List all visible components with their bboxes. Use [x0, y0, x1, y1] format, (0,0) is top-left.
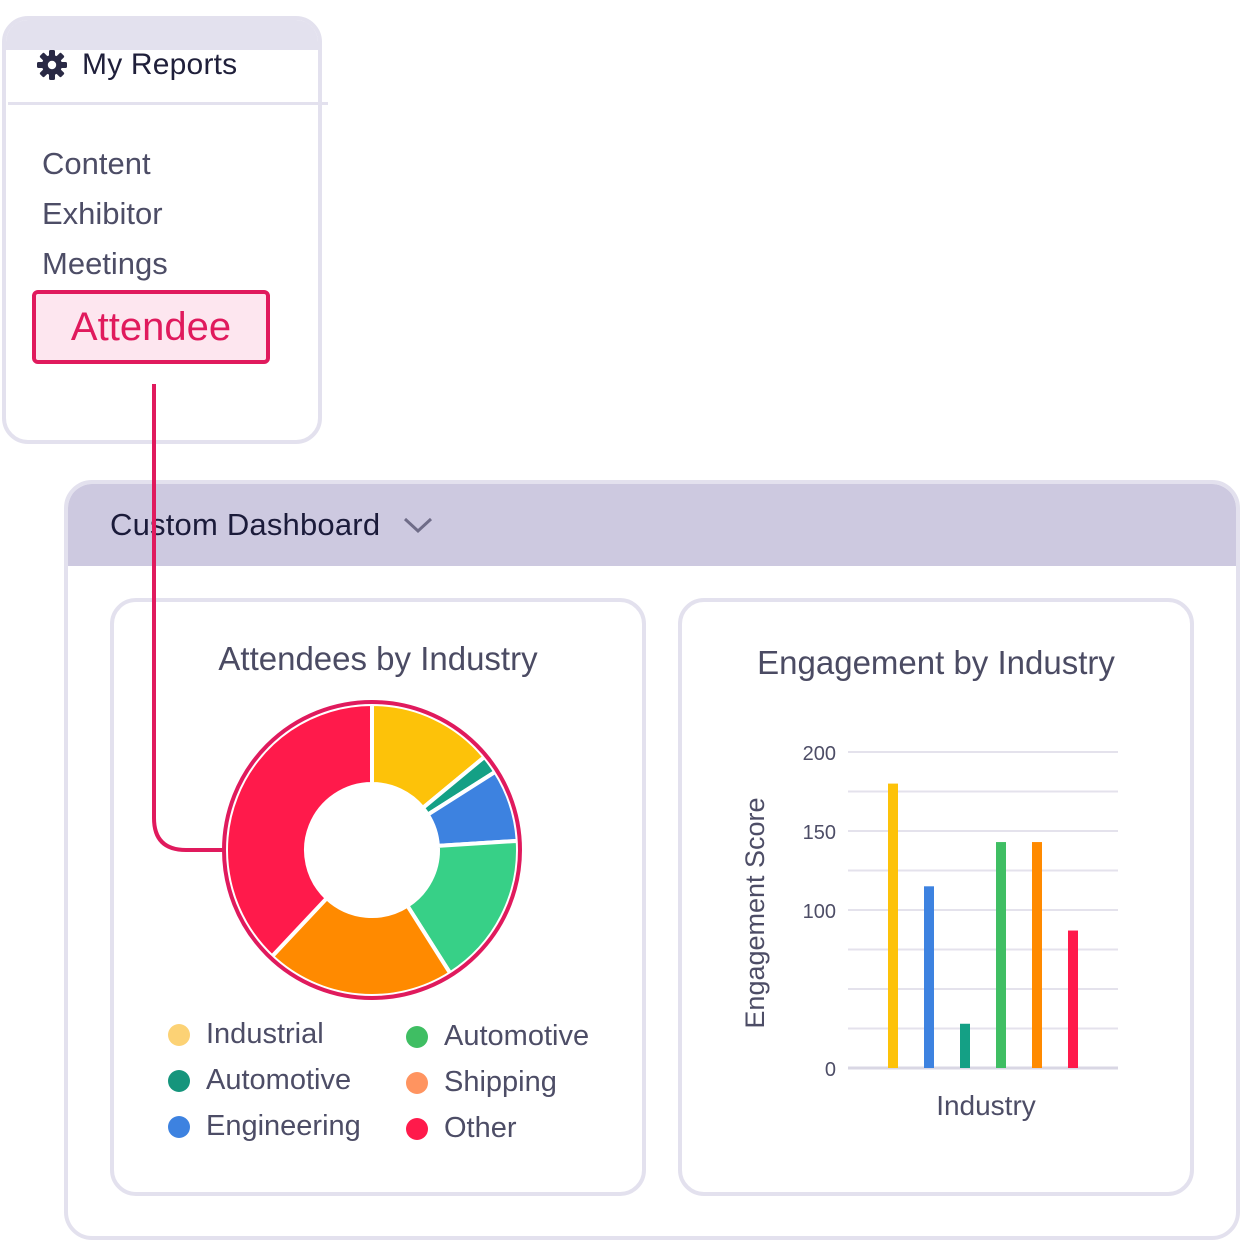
reports-panel: [2, 16, 322, 444]
legend-item: Industrial: [168, 1018, 324, 1051]
bar: [924, 886, 934, 1068]
legend-dot: [406, 1117, 428, 1140]
gear-icon[interactable]: [36, 49, 68, 81]
legend-dot: [406, 1071, 428, 1094]
chevron-down-icon[interactable]: [402, 515, 434, 535]
menu-item-exhibitor[interactable]: Exhibitor: [42, 196, 163, 231]
reports-panel-tab: [6, 20, 318, 50]
donut-chart-title: Attendees by Industry: [218, 640, 538, 677]
legend-label: Other: [444, 1112, 517, 1144]
legend-item: Automotive: [406, 1020, 589, 1053]
y-axis-label: Engagement Score: [740, 797, 770, 1028]
bar: [996, 842, 1006, 1068]
reports-divider: [8, 102, 328, 105]
legend-item: Other: [406, 1112, 517, 1145]
y-tick-label: 100: [803, 901, 836, 923]
engagement-card: Engagement by Industry: [678, 598, 1194, 1196]
menu-item-content[interactable]: Content: [42, 146, 151, 181]
y-tick-label: 200: [803, 743, 836, 765]
dashboard-header[interactable]: Custom Dashboard: [68, 484, 1236, 566]
legend-item: Automotive: [168, 1064, 351, 1097]
bar-chart-title: Engagement by Industry: [757, 644, 1115, 681]
legend-item: Shipping: [406, 1066, 557, 1099]
reports-header: My Reports: [36, 48, 237, 82]
legend-label: Automotive: [444, 1020, 590, 1052]
legend-label: Industrial: [206, 1018, 324, 1050]
legend-dot: [168, 1069, 190, 1092]
dashboard-title[interactable]: Custom Dashboard: [110, 507, 381, 542]
x-axis-label: Industry: [936, 1090, 1036, 1121]
bar: [1032, 842, 1042, 1068]
bar: [888, 783, 898, 1068]
legend-dot: [406, 1025, 428, 1048]
bar-chart: Engagement Score Industry 0 100 150 200: [740, 743, 1118, 1121]
legend-label: Shipping: [444, 1066, 557, 1098]
y-tick-label: 150: [803, 822, 836, 844]
legend-dot: [168, 1023, 190, 1046]
y-tick-label: 0: [825, 1059, 836, 1081]
legend-label: Engineering: [206, 1110, 361, 1142]
menu-item-attendee[interactable]: Attendee: [32, 290, 270, 364]
legend-item: Engineering: [168, 1110, 361, 1143]
bar: [1068, 930, 1078, 1068]
legend-label: Automotive: [206, 1064, 352, 1096]
reports-title: My Reports: [82, 48, 238, 81]
bar: [960, 1023, 970, 1068]
menu-item-meetings[interactable]: Meetings: [42, 246, 168, 281]
attendees-card: Attendees by Industry: [110, 598, 646, 1196]
legend-dot: [168, 1115, 190, 1138]
